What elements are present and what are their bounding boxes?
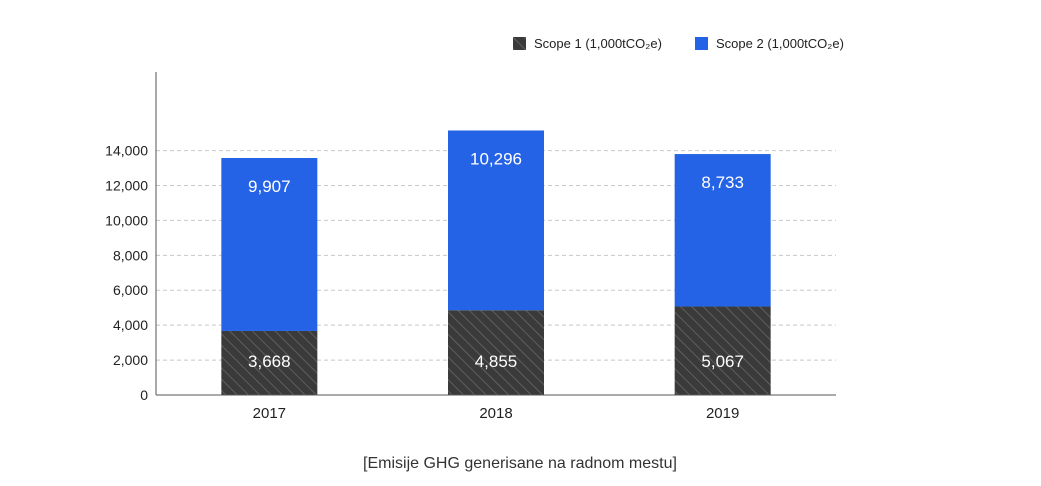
y-tick-label: 14,000: [105, 143, 148, 159]
y-axis-ticks: 0 2,000 4,000 6,000 8,000 10,000 12,000 14,000: [105, 143, 148, 403]
data-label: 10,296: [470, 149, 522, 168]
x-tick-label: 2018: [479, 405, 512, 422]
legend-swatch-scope2: [695, 37, 708, 50]
bar-scope2-2017: [221, 157, 318, 331]
legend-label-scope1: Scope 1 (1,000tCO₂e): [534, 36, 662, 51]
x-tick-label: 2019: [706, 405, 739, 422]
y-tick-label: 8,000: [113, 247, 148, 263]
bar-scope2-2018: [448, 130, 544, 311]
bar-scope1-2017: [221, 330, 318, 395]
x-tick-label: 2017: [253, 405, 286, 422]
data-label: 8,733: [701, 173, 744, 192]
legend-swatch-scope1: [513, 37, 526, 50]
bar-scope1-2019: [674, 306, 771, 395]
data-label: 3,668: [248, 352, 291, 371]
bars: 3,668 9,907 4,855 10,296 5,067 8,733: [221, 130, 771, 395]
y-tick-label: 4,000: [113, 317, 148, 333]
bar-scope1-2018: [448, 310, 544, 395]
legend-label-scope2: Scope 2 (1,000tCO₂e): [716, 36, 844, 51]
chart-caption: [Emisije GHG generisane na radnom mestu]: [363, 455, 677, 472]
bar-scope2-2019: [674, 154, 771, 307]
y-tick-label: 0: [140, 387, 148, 403]
data-label: 5,067: [701, 352, 744, 371]
data-label: 4,855: [475, 352, 518, 371]
y-tick-label: 6,000: [113, 282, 148, 298]
x-axis-labels: 2017 2018 2019: [253, 405, 740, 422]
legend: Scope 1 (1,000tCO₂e) Scope 2 (1,000tCO₂e…: [513, 36, 844, 51]
data-label: 9,907: [248, 177, 291, 196]
y-tick-label: 12,000: [105, 177, 148, 193]
y-tick-label: 2,000: [113, 352, 148, 368]
y-tick-label: 10,000: [105, 212, 148, 228]
